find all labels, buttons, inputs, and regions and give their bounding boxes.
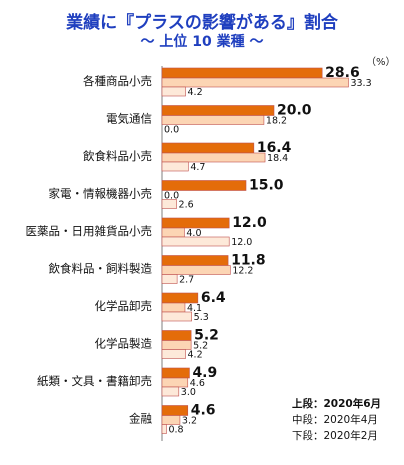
bar-upper <box>161 405 189 416</box>
data-label: 18.4 <box>267 153 288 164</box>
category-label: 各種商品小売 <box>83 74 152 88</box>
data-label: 15.0 <box>249 178 284 194</box>
category-label: 家電・情報機器小売 <box>49 187 153 201</box>
data-label: 5.3 <box>194 312 209 323</box>
data-label: 4.6 <box>190 378 205 389</box>
data-label: 0.0 <box>164 125 179 136</box>
data-label: 12.0 <box>232 215 267 231</box>
bar-middle <box>161 152 266 163</box>
legend-lower: 下段：2020年2月 <box>292 430 378 442</box>
bar-middle <box>161 77 349 88</box>
bar-upper <box>161 330 192 341</box>
data-label: 4.2 <box>188 87 203 98</box>
data-label: 0.0 <box>164 191 179 202</box>
bar-lower <box>161 274 178 284</box>
bar-lower <box>161 86 186 97</box>
bar-lower <box>161 199 177 209</box>
bar-lower <box>161 236 230 247</box>
bar-middle <box>161 415 181 425</box>
data-label: 18.2 <box>266 116 287 127</box>
bar-upper <box>161 367 190 379</box>
bar-middle <box>161 265 231 275</box>
data-label: 6.4 <box>201 290 226 306</box>
bar-middle <box>161 115 265 125</box>
data-label: 3.2 <box>182 416 197 427</box>
bar-lower <box>161 349 186 359</box>
data-label: 2.7 <box>179 275 194 286</box>
bar-lower <box>161 424 167 434</box>
data-label: 20.0 <box>277 103 312 119</box>
data-label: 16.4 <box>257 140 292 156</box>
data-label: 12.0 <box>231 237 252 248</box>
data-label: 4.6 <box>191 403 216 419</box>
data-label: 4.2 <box>188 350 203 361</box>
bar-upper <box>161 105 275 116</box>
data-label: 0.8 <box>168 425 183 436</box>
data-label: 4.9 <box>192 365 217 381</box>
category-label: 医薬品・日用雑貨品小売 <box>26 224 153 238</box>
unit-label: （%） <box>366 57 396 68</box>
data-label: 28.6 <box>325 65 360 81</box>
category-label: 電気通信 <box>106 112 152 126</box>
bar-middle <box>161 340 192 350</box>
bar-middle <box>161 227 185 238</box>
legend-middle: 中段：2020年4月 <box>292 414 378 426</box>
data-label: 4.0 <box>186 228 201 239</box>
bar-upper <box>161 142 255 154</box>
data-label: 4.1 <box>187 303 202 314</box>
category-label: 紙類・文具・書籍卸売 <box>37 374 152 388</box>
category-label: 飲食料品・飼料製造 <box>49 262 153 276</box>
data-label: 5.2 <box>194 328 219 344</box>
category-label: 化学品製造 <box>95 337 153 351</box>
data-label: 5.2 <box>193 341 208 352</box>
data-label: 4.7 <box>190 162 205 173</box>
data-label: 33.3 <box>350 78 371 89</box>
bar-middle <box>161 377 189 388</box>
bar-upper <box>161 217 230 229</box>
category-label: 金融 <box>129 412 152 426</box>
data-label: 12.2 <box>232 266 253 277</box>
bar-lower <box>161 161 189 172</box>
chart-subtitle: ～ 上位 10 業種 ～ <box>140 34 264 50</box>
bar-upper <box>161 255 229 266</box>
bar-middle <box>161 302 186 313</box>
bar-lower <box>161 386 180 397</box>
legend-upper: 上段：2020年6月 <box>292 398 382 410</box>
data-label: 11.8 <box>231 253 266 269</box>
data-label: 2.6 <box>179 200 194 211</box>
bar-upper <box>161 292 199 304</box>
bar-upper <box>161 180 247 191</box>
category-label: 飲食料品小売 <box>83 149 152 163</box>
category-label: 化学品卸売 <box>95 299 153 313</box>
bar-lower <box>161 311 192 322</box>
data-label: 3.0 <box>181 387 196 398</box>
chart-title: 業績に『プラスの影響がある』割合 <box>66 13 338 33</box>
bar-upper <box>161 67 323 79</box>
